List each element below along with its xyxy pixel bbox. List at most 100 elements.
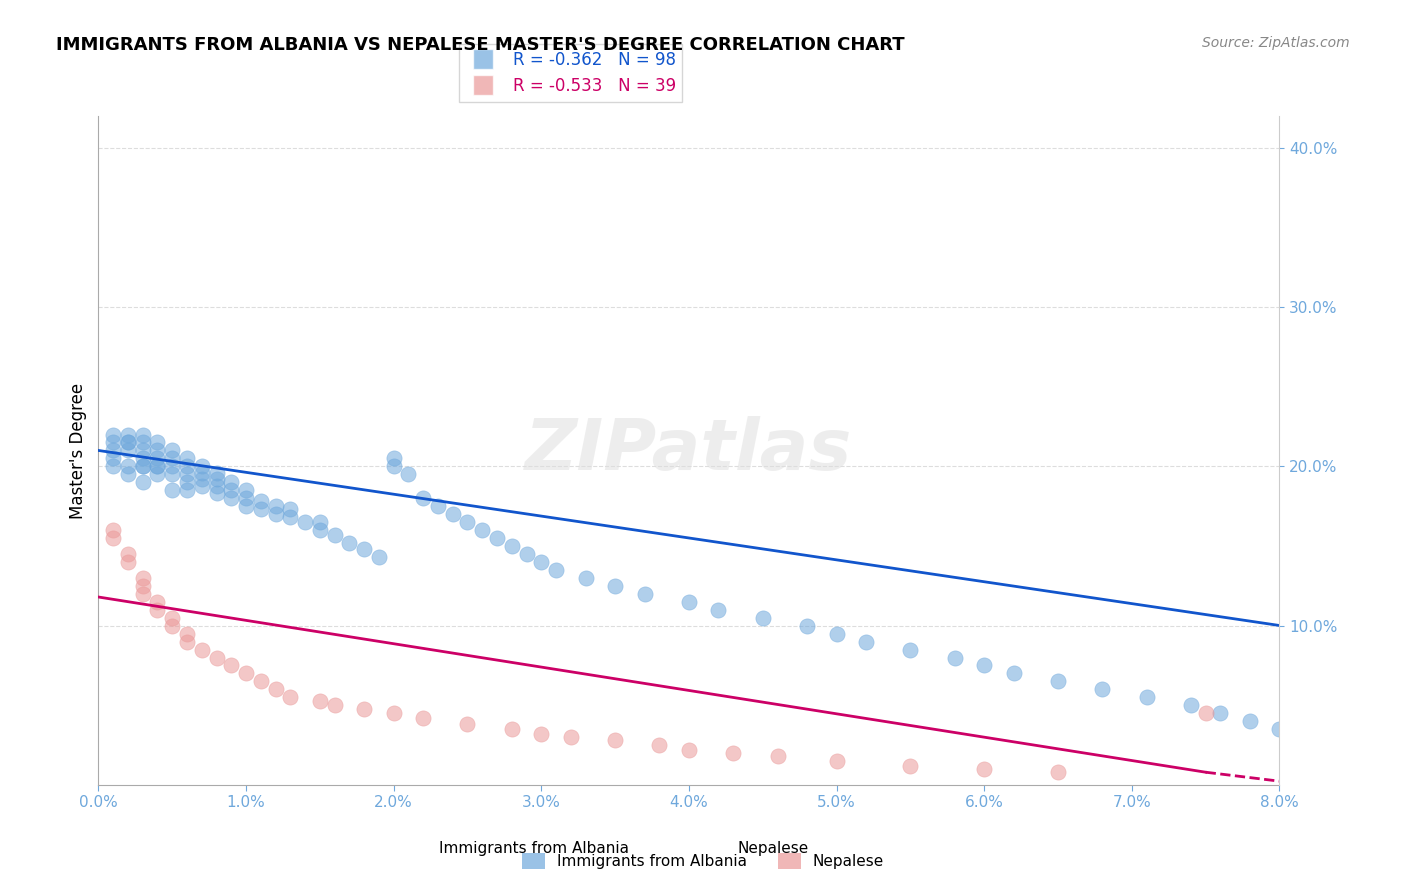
Point	[103, 435, 125, 450]
Point	[278, 510, 302, 524]
Point	[205, 472, 228, 486]
Point	[323, 528, 346, 542]
Point	[235, 483, 257, 498]
Point	[456, 717, 478, 731]
Point	[264, 682, 287, 697]
Point	[191, 478, 214, 492]
Point	[796, 618, 818, 632]
Point	[515, 547, 537, 561]
Point	[103, 443, 125, 458]
Point	[900, 759, 922, 773]
Point	[678, 595, 700, 609]
Point	[132, 571, 155, 585]
Point	[219, 658, 242, 673]
Point	[176, 483, 198, 498]
Legend: R = -0.362   N = 98, R = -0.533   N = 39: R = -0.362 N = 98, R = -0.533 N = 39	[460, 44, 682, 102]
Point	[219, 491, 242, 506]
Point	[162, 451, 183, 466]
Point	[1046, 765, 1069, 780]
Point	[278, 502, 302, 516]
Point	[117, 555, 139, 569]
Point	[501, 723, 523, 737]
Point	[162, 459, 183, 474]
Point	[103, 531, 125, 545]
Point	[294, 515, 316, 529]
Point	[308, 523, 332, 537]
Point	[117, 427, 139, 442]
Point	[191, 459, 214, 474]
Point	[235, 491, 257, 506]
Point	[825, 754, 848, 768]
Point	[721, 746, 744, 760]
Point	[855, 634, 877, 648]
Point	[117, 435, 139, 450]
Point	[530, 555, 553, 569]
Point	[396, 467, 419, 482]
Point	[103, 459, 125, 474]
Point	[456, 515, 478, 529]
Point	[191, 472, 214, 486]
Point	[146, 603, 169, 617]
Point	[382, 459, 405, 474]
Point	[1268, 723, 1291, 737]
Point	[103, 427, 125, 442]
Point	[1091, 682, 1114, 697]
Point	[191, 466, 214, 480]
Point	[250, 502, 273, 516]
Point	[132, 451, 155, 466]
Point	[426, 500, 449, 514]
Point	[546, 563, 568, 577]
Point	[132, 587, 155, 601]
Point	[264, 507, 287, 521]
Point	[176, 475, 198, 490]
Point	[176, 634, 198, 648]
Point	[943, 650, 966, 665]
Point	[633, 587, 655, 601]
Text: Immigrants from Albania: Immigrants from Albania	[439, 841, 630, 856]
Point	[382, 451, 405, 466]
Point	[176, 451, 198, 466]
Point	[219, 475, 242, 490]
Point	[235, 666, 257, 681]
Point	[900, 642, 922, 657]
Point	[1002, 666, 1025, 681]
Point	[1239, 714, 1261, 729]
Point	[176, 626, 198, 640]
Point	[412, 711, 434, 725]
Point	[132, 459, 155, 474]
Point	[146, 443, 169, 458]
Point	[337, 536, 360, 550]
Point	[648, 738, 671, 752]
Point	[146, 459, 169, 474]
Point	[1046, 674, 1069, 689]
Point	[146, 435, 169, 450]
Point	[146, 467, 169, 482]
Point	[132, 443, 155, 458]
Point	[308, 515, 332, 529]
Point	[132, 579, 155, 593]
Point	[1194, 706, 1216, 721]
Point	[117, 467, 139, 482]
Point	[501, 539, 523, 553]
Point	[117, 459, 139, 474]
Point	[1341, 738, 1364, 752]
Point	[751, 611, 773, 625]
Point	[353, 542, 375, 557]
Point	[323, 698, 346, 713]
Point	[162, 618, 183, 632]
Point	[530, 727, 553, 741]
Point	[441, 507, 464, 521]
Point	[973, 658, 995, 673]
Point	[382, 706, 405, 721]
Point	[132, 427, 155, 442]
Point	[1180, 698, 1202, 713]
Y-axis label: Master's Degree: Master's Degree	[69, 383, 87, 518]
Point	[103, 523, 125, 537]
Point	[117, 547, 139, 561]
Point	[176, 467, 198, 482]
Point	[766, 749, 789, 764]
Text: Nepalese: Nepalese	[738, 841, 808, 856]
Point	[132, 475, 155, 490]
Point	[205, 478, 228, 492]
Point	[176, 459, 198, 474]
